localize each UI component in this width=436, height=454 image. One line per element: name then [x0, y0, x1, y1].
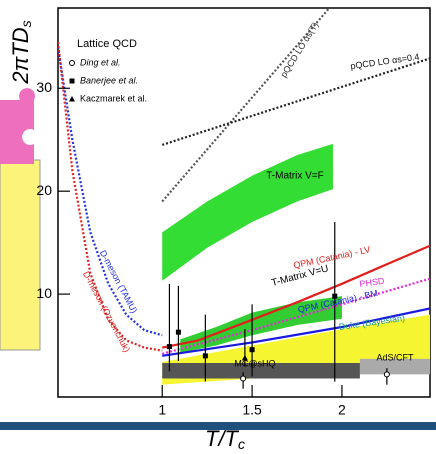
point: [176, 330, 181, 335]
y-tick-label: 20: [36, 182, 52, 198]
chart: Ding et al. Banerjee et al. Kaczmarek et a…: [0, 0, 436, 454]
band-label: MC@sHQ: [234, 358, 275, 368]
point: [241, 376, 246, 381]
y-tick-label: 30: [36, 79, 52, 95]
x-axis-label-main: T/T: [205, 426, 240, 451]
point: [203, 353, 208, 358]
x-tick-label: 1: [158, 402, 166, 418]
point: [384, 372, 389, 377]
point: [167, 344, 172, 349]
x-tick-label: 1.5: [242, 402, 262, 418]
legend-label: Ding et al.: [80, 57, 121, 67]
band-label: T-Matrix V=F: [266, 171, 324, 182]
legend-label: Banerjee et al.: [80, 75, 138, 85]
band-label: AdS/CFT: [376, 352, 414, 362]
legend-marker: [70, 79, 75, 84]
x-tick-label: 2: [338, 402, 346, 418]
x-axis-label-sub: c: [238, 436, 245, 452]
y-axis-label: 2πTDs: [8, 20, 34, 84]
legend-marker: [70, 61, 75, 66]
legend-label: Kaczmarek et al.: [80, 93, 147, 103]
y-axis-label-main: 2πTD: [8, 27, 33, 84]
decor-panel: [0, 160, 40, 350]
decor-puzzle: [0, 88, 35, 164]
y-tick-label: 10: [36, 285, 52, 301]
y-axis-label-sub: s: [18, 20, 34, 27]
legend-title: Lattice QCD: [77, 38, 137, 50]
point: [250, 347, 255, 352]
